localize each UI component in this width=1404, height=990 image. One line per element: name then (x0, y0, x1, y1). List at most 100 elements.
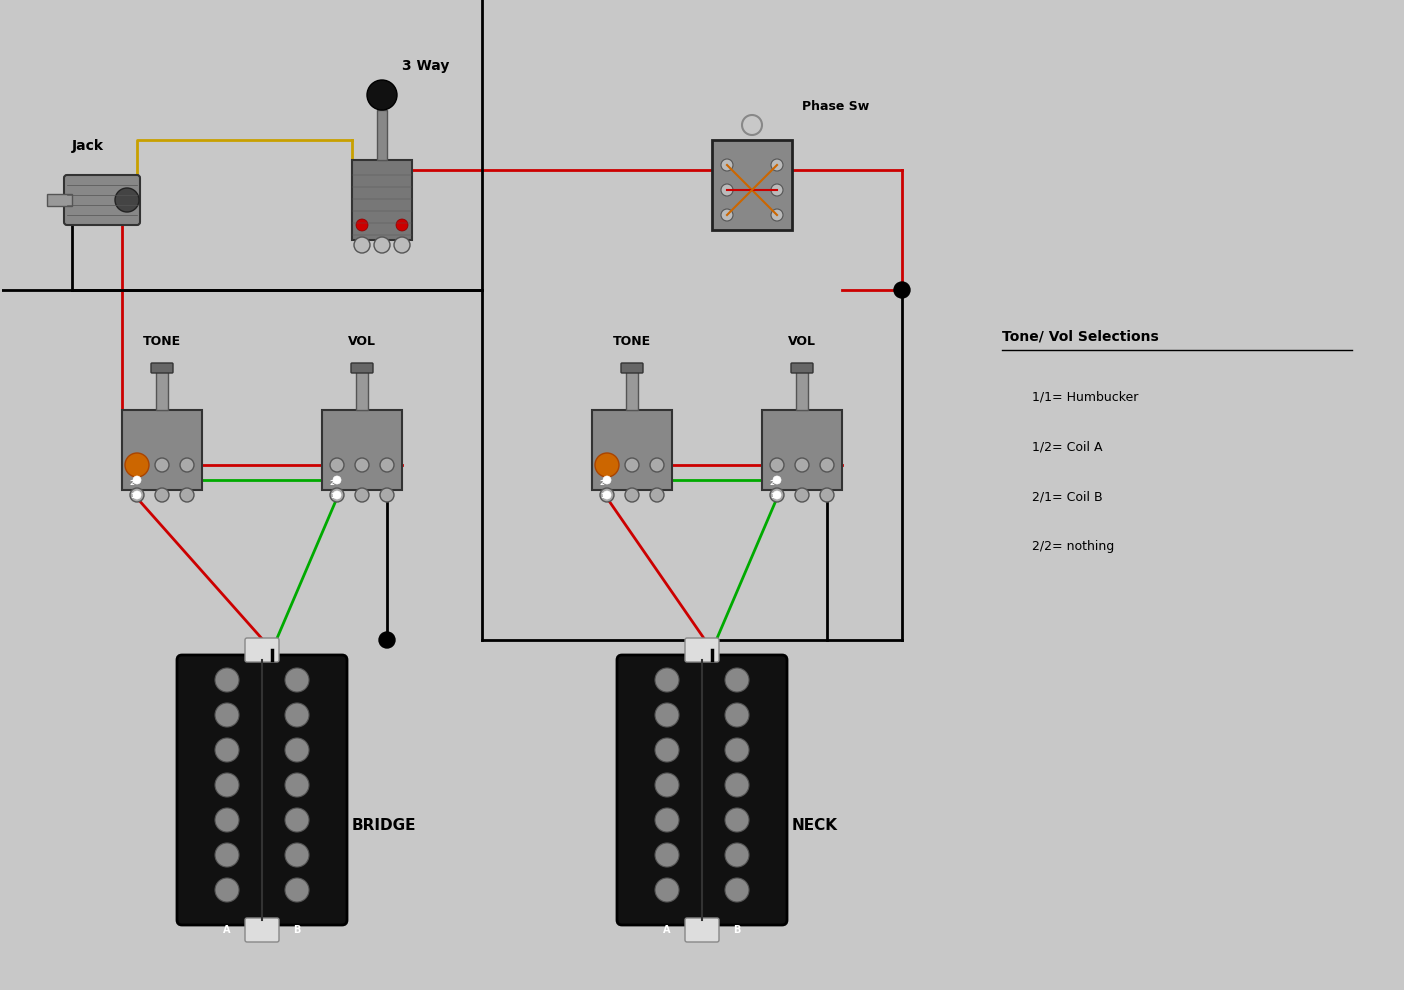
Circle shape (215, 668, 239, 692)
Text: B: B (733, 925, 741, 935)
Bar (156, 370, 168, 410)
Circle shape (656, 738, 680, 762)
Circle shape (656, 773, 680, 797)
Circle shape (285, 703, 309, 727)
Circle shape (380, 488, 395, 502)
Circle shape (600, 458, 614, 472)
FancyBboxPatch shape (152, 363, 173, 373)
FancyBboxPatch shape (322, 410, 402, 490)
Bar (46, 194, 72, 206)
Circle shape (771, 209, 783, 221)
Text: VOL: VOL (348, 335, 376, 348)
Circle shape (215, 878, 239, 902)
Circle shape (395, 237, 410, 253)
Circle shape (774, 476, 781, 484)
Circle shape (215, 738, 239, 762)
Circle shape (373, 237, 390, 253)
FancyBboxPatch shape (790, 363, 813, 373)
Circle shape (769, 488, 783, 502)
Circle shape (215, 808, 239, 832)
Text: 1: 1 (330, 493, 336, 499)
Circle shape (133, 491, 140, 499)
FancyBboxPatch shape (762, 410, 842, 490)
Text: A: A (223, 925, 230, 935)
Circle shape (724, 808, 748, 832)
FancyBboxPatch shape (351, 363, 373, 373)
Bar (796, 370, 807, 410)
Circle shape (396, 219, 409, 231)
Bar (626, 370, 637, 410)
Circle shape (625, 458, 639, 472)
Circle shape (724, 843, 748, 867)
Text: VOL: VOL (788, 335, 816, 348)
Circle shape (724, 703, 748, 727)
Circle shape (656, 878, 680, 902)
Circle shape (774, 491, 781, 499)
Circle shape (795, 488, 809, 502)
Circle shape (180, 458, 194, 472)
Circle shape (625, 488, 639, 502)
Text: A: A (663, 925, 671, 935)
Circle shape (215, 773, 239, 797)
Circle shape (366, 80, 397, 110)
FancyBboxPatch shape (621, 363, 643, 373)
Bar (357, 370, 368, 410)
Circle shape (154, 458, 168, 472)
FancyBboxPatch shape (246, 918, 279, 942)
Circle shape (215, 703, 239, 727)
Circle shape (285, 773, 309, 797)
Circle shape (285, 878, 309, 902)
Text: NECK: NECK (792, 818, 838, 833)
Circle shape (285, 843, 309, 867)
FancyBboxPatch shape (177, 655, 347, 925)
Circle shape (650, 488, 664, 502)
FancyBboxPatch shape (246, 638, 279, 662)
Text: 1: 1 (600, 493, 605, 499)
Circle shape (154, 488, 168, 502)
FancyBboxPatch shape (685, 918, 719, 942)
Text: 1: 1 (131, 493, 135, 499)
Text: TONE: TONE (143, 335, 181, 348)
Circle shape (355, 458, 369, 472)
Circle shape (656, 808, 680, 832)
Text: 2: 2 (131, 480, 135, 486)
FancyBboxPatch shape (592, 410, 673, 490)
Text: Phase Sw: Phase Sw (802, 100, 869, 113)
Circle shape (820, 488, 834, 502)
Circle shape (722, 184, 733, 196)
Circle shape (650, 458, 664, 472)
Circle shape (355, 488, 369, 502)
Circle shape (724, 668, 748, 692)
Bar (378, 110, 388, 160)
Circle shape (602, 491, 611, 499)
Text: BRIDGE: BRIDGE (352, 818, 417, 833)
Circle shape (115, 188, 139, 212)
Text: 2/1= Coil B: 2/1= Coil B (1032, 490, 1102, 503)
Circle shape (769, 458, 783, 472)
Circle shape (333, 476, 341, 484)
Circle shape (724, 878, 748, 902)
Circle shape (133, 476, 140, 484)
Circle shape (656, 843, 680, 867)
Text: 3 Way: 3 Way (402, 59, 449, 73)
Circle shape (771, 184, 783, 196)
Circle shape (820, 458, 834, 472)
Circle shape (600, 488, 614, 502)
Text: 1: 1 (769, 493, 775, 499)
FancyBboxPatch shape (122, 410, 202, 490)
Circle shape (330, 488, 344, 502)
Text: 2: 2 (330, 480, 334, 486)
Circle shape (656, 703, 680, 727)
Circle shape (215, 843, 239, 867)
FancyBboxPatch shape (712, 140, 792, 230)
Text: 1/1= Humbucker: 1/1= Humbucker (1032, 390, 1139, 403)
Circle shape (285, 808, 309, 832)
Circle shape (722, 209, 733, 221)
Circle shape (125, 453, 149, 477)
FancyBboxPatch shape (685, 638, 719, 662)
Circle shape (722, 159, 733, 171)
Circle shape (724, 773, 748, 797)
Text: Tone/ Vol Selections: Tone/ Vol Selections (1002, 329, 1158, 343)
Circle shape (595, 453, 619, 477)
Circle shape (131, 488, 145, 502)
